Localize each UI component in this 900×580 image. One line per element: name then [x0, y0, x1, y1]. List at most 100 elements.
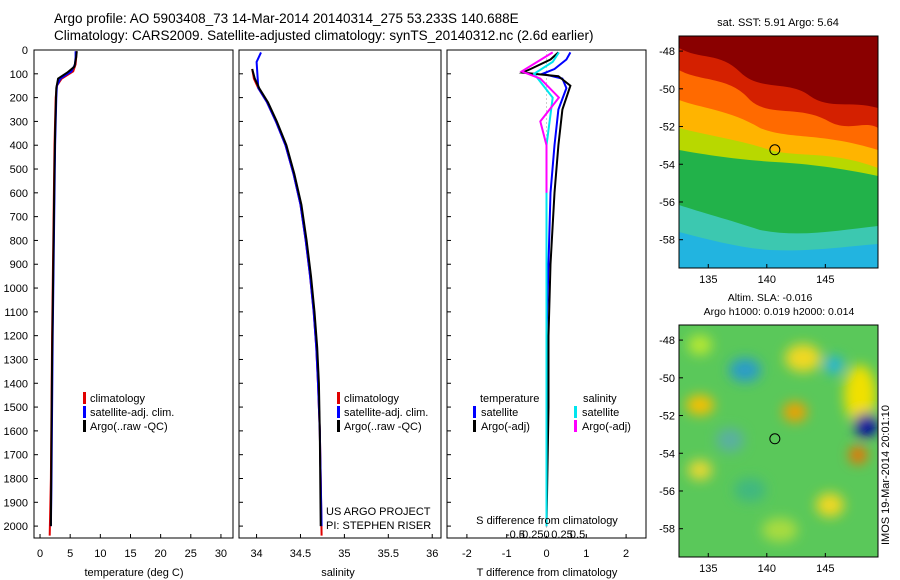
depth-tick-label: 1100: [4, 307, 28, 319]
series-line-t-argo-adj-: [518, 51, 572, 527]
legend-label-s-satellite: satellite: [582, 407, 619, 419]
legend-label-argo: Argo(..raw -QC): [344, 421, 422, 433]
depth-tick-label: 500: [10, 164, 28, 176]
legend-label-t-satellite: satellite: [481, 407, 518, 419]
x-tick-label: 15: [124, 548, 136, 560]
x-tick-label: 36: [426, 548, 438, 560]
map-x-tick-label: 135: [699, 274, 717, 286]
x-tick-label: 34.5: [290, 548, 311, 560]
x-tick-label: 25: [185, 548, 197, 560]
x-tick-label: 2: [623, 548, 629, 560]
legend-swatch-s-satellite: [574, 406, 577, 418]
legend-swatch-climatology: [337, 392, 340, 404]
depth-tick-label: 1900: [4, 497, 28, 509]
series-line-argo-raw-qc-: [251, 68, 322, 527]
legend-swatch-s-argo: [574, 420, 577, 432]
temperature-plot: 0 5 10 15 20 25 30: [37, 51, 227, 560]
temperature-xlabel: temperature (deg C): [84, 567, 183, 579]
difference-xlabel: T difference from climatology: [477, 567, 618, 579]
x-tick-label: 34: [250, 548, 262, 560]
map-y-tick-label: -48: [659, 335, 675, 347]
series-line-s-satellite: [532, 51, 560, 527]
x-tick-label: -1: [502, 548, 512, 560]
depth-tick-label: 900: [10, 259, 28, 271]
depth-tick-label: 0: [22, 45, 28, 57]
map-y-tick-label: -52: [659, 122, 675, 134]
x-tick-label: 0: [543, 548, 549, 560]
legend-swatch-t-satellite: [473, 406, 476, 418]
series-line-s-argo-adj-: [519, 51, 561, 193]
depth-axis: 0 100 200 300 400 500 600 700 800 900 1000 1100 1200…: [4, 45, 451, 533]
sst-map-frame: [678, 35, 879, 269]
legend-label-climatology: climatology: [344, 393, 400, 405]
s-tick-label: -0.5: [506, 529, 525, 541]
climatology-subtitle: Climatology: CARS2009. Satellite-adjuste…: [54, 28, 594, 43]
map-x-tick-label: 140: [758, 563, 776, 575]
salinity-panel-frame: [238, 49, 442, 539]
map-y-tick-label: -48: [659, 46, 675, 58]
map-x-tick-label: 145: [816, 563, 834, 575]
depth-tick-label: 1000: [4, 283, 28, 295]
map-y-tick-label: -58: [659, 235, 675, 247]
depth-tick-label: 700: [10, 212, 28, 224]
depth-tick-label: 300: [10, 116, 28, 128]
depth-tick-label: 1400: [4, 378, 28, 390]
sla-map-subtitle: Argo h1000: 0.019 h2000: 0.014: [704, 306, 855, 318]
legend-label-climatology: climatology: [90, 393, 146, 405]
x-tick-label: -2: [462, 548, 472, 560]
x-tick-label: 5: [67, 548, 73, 560]
legend-label-satellite: satellite-adj. clim.: [90, 407, 174, 419]
map-y-tick-label: -56: [659, 197, 675, 209]
difference-legend: temperature satellite Argo(-adj) salinit…: [473, 393, 631, 433]
temperature-legend: climatology satellite-adj. clim. Argo(..…: [83, 392, 174, 433]
map-y-tick-label: -52: [659, 411, 675, 423]
depth-tick-label: 1800: [4, 473, 28, 485]
salinity-xlabel: salinity: [321, 567, 355, 579]
depth-tick-label: 1700: [4, 450, 28, 462]
project-annotation: US ARGO PROJECT: [326, 506, 431, 518]
s-tick-label: 0.25: [551, 529, 572, 541]
map-x-tick-label: 140: [758, 274, 776, 286]
legend-label-satellite: satellite-adj. clim.: [344, 407, 428, 419]
x-tick-label: 20: [155, 548, 167, 560]
sst-map-title: sat. SST: 5.91 Argo: 5.64: [717, 17, 839, 29]
depth-tick-label: 200: [10, 93, 28, 105]
imos-watermark: IMOS 19-Mar-2014 20:01:10: [880, 404, 892, 545]
map-y-tick-label: -56: [659, 486, 675, 498]
map-y-tick-label: -54: [659, 159, 675, 171]
x-tick-label: 35: [338, 548, 350, 560]
legend-title-temperature: temperature: [480, 393, 539, 405]
sla-heatmap: [679, 325, 878, 557]
legend-swatch-climatology: [83, 392, 86, 404]
x-tick-label: 1: [583, 548, 589, 560]
depth-tick-label: 1200: [4, 331, 28, 343]
legend-label-s-argo: Argo(-adj): [582, 421, 631, 433]
depth-tick-label: 600: [10, 188, 28, 200]
s-tick-label: -0.25: [518, 529, 543, 541]
depth-tick-label: 800: [10, 235, 28, 247]
map-y-tick-label: -58: [659, 524, 675, 536]
legend-swatch-argo: [83, 420, 86, 432]
page-title: Argo profile: AO 5903408_73 14-Mar-2014 …: [54, 11, 519, 26]
pi-annotation: PI: STEPHEN RISER: [326, 520, 431, 532]
legend-swatch-t-argo: [473, 420, 476, 432]
sla-map-axes: 135 140 145 -48 -50 -52 -54 -56 -58: [659, 335, 834, 575]
salinity-legend: climatology satellite-adj. clim. Argo(..…: [337, 392, 428, 433]
argo-float-marker: [769, 144, 781, 156]
series-line-argo-raw-qc-: [49, 51, 78, 527]
x-tick-label: 10: [94, 548, 106, 560]
depth-tick-label: 1300: [4, 354, 28, 366]
legend-label-argo: Argo(..raw -QC): [90, 421, 168, 433]
map-x-tick-label: 135: [699, 563, 717, 575]
legend-label-t-argo: Argo(-adj): [481, 421, 530, 433]
legend-swatch-satellite: [83, 406, 86, 418]
salinity-plot: 34 34.5 35 35.5 36: [250, 51, 438, 560]
map-y-tick-label: -50: [659, 84, 675, 96]
depth-tick-label: 1600: [4, 426, 28, 438]
depth-tick-label: 400: [10, 140, 28, 152]
sla-map-title: Altim. SLA: -0.016: [728, 292, 813, 304]
sla-map-frame: [678, 324, 879, 558]
argo-float-marker: [769, 433, 781, 445]
x-tick-label: 0: [37, 548, 43, 560]
